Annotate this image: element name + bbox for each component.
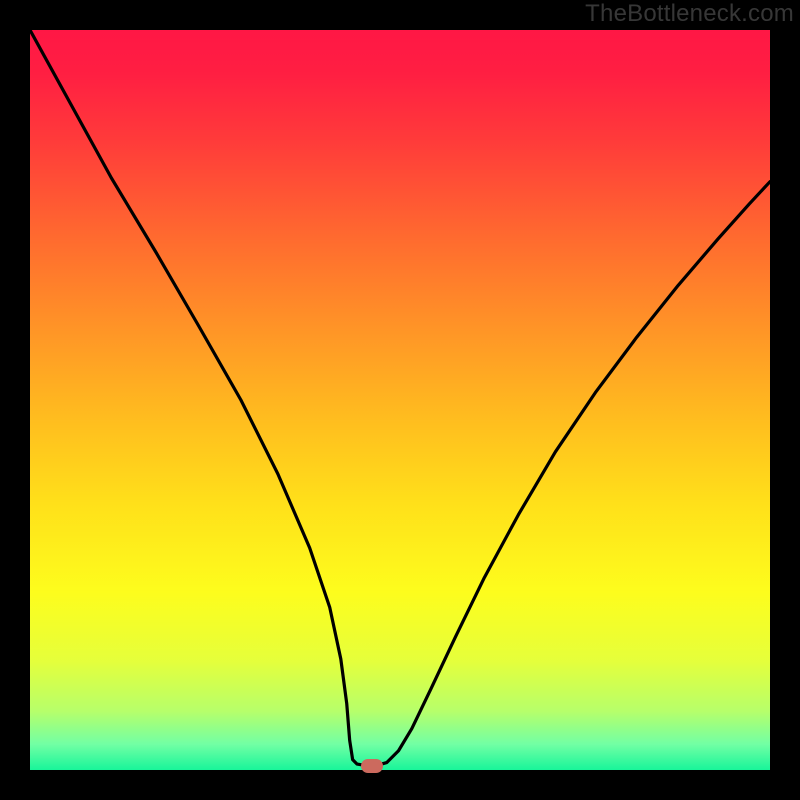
minimum-marker — [361, 759, 383, 773]
curve-layer — [30, 30, 770, 770]
plot-area — [30, 30, 770, 770]
watermark-text: TheBottleneck.com — [585, 0, 794, 28]
bottleneck-curve — [30, 30, 770, 766]
chart-container: TheBottleneck.com — [0, 0, 800, 800]
